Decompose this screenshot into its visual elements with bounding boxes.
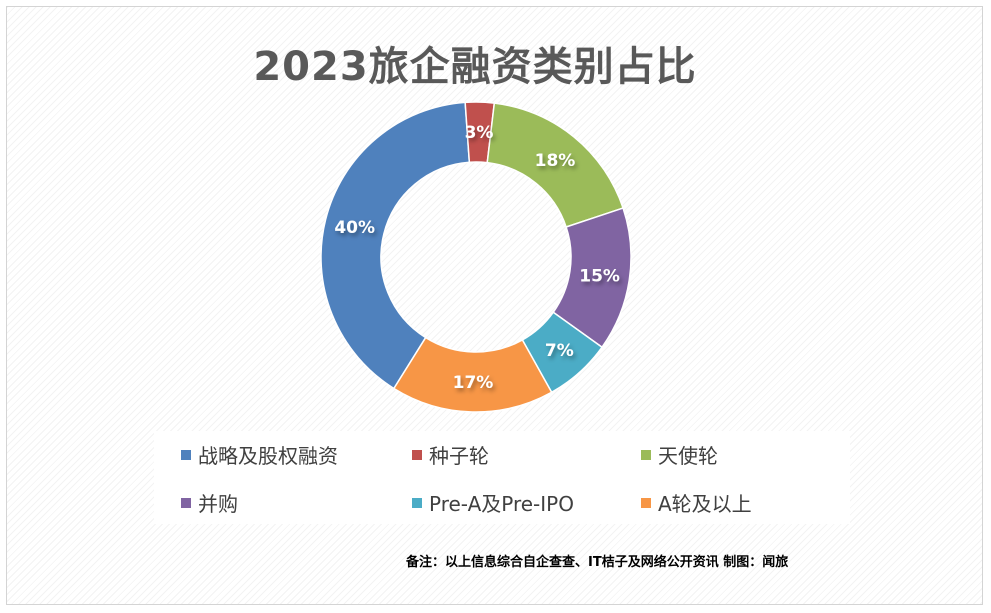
legend-label: 天使轮 (658, 444, 718, 468)
chart-title: 2023旅企融资类别占比 (253, 44, 697, 90)
legend-item-strategic-equity[interactable]: 战略及股权融资 (181, 440, 338, 469)
data-label-mergers-acquisitions: 15% (579, 267, 620, 287)
footnote: 备注：以上信息综合自企查查、IT桔子及网络公开资讯 制图：闻旅 (406, 555, 789, 570)
legend-swatch (641, 449, 651, 460)
segment-series-a-plus[interactable] (392, 336, 553, 413)
legend-item-pre-a-pre-ipo[interactable]: Pre-A及Pre-IPO (412, 488, 574, 517)
legend-swatch (412, 449, 422, 460)
data-label-pre-a-pre-ipo: 7% (545, 341, 574, 361)
legend-label: A轮及以上 (658, 492, 752, 516)
legend-swatch (641, 497, 651, 508)
legend-swatch (412, 497, 422, 508)
legend-item-seed-round[interactable]: 种子轮 (412, 440, 489, 469)
legend: 战略及股权融资 种子轮 天使轮 并购 Pre-A及Pre-IPO A轮及以上 (154, 431, 850, 524)
data-label-angel-round: 18% (535, 151, 576, 171)
legend-item-mergers-acquisitions[interactable]: 并购 (181, 488, 238, 517)
legend-item-series-a-plus[interactable]: A轮及以上 (641, 488, 752, 517)
legend-swatch (181, 449, 191, 460)
data-label-seed-round: 3% (465, 123, 494, 143)
legend-item-angel-round[interactable]: 天使轮 (641, 440, 718, 469)
segment-strategic-equity[interactable] (320, 101, 471, 390)
data-label-series-a-plus: 17% (453, 373, 494, 393)
legend-label: 种子轮 (429, 444, 489, 468)
donut-labels: 40% 3% 18% 15% 7% 17% (334, 123, 620, 393)
donut-segments (320, 101, 632, 413)
legend-label: Pre-A及Pre-IPO (429, 492, 574, 516)
legend-label: 并购 (198, 492, 238, 516)
data-label-strategic-equity: 40% (334, 218, 375, 238)
legend-swatch (181, 497, 191, 508)
legend-label: 战略及股权融资 (198, 444, 338, 468)
